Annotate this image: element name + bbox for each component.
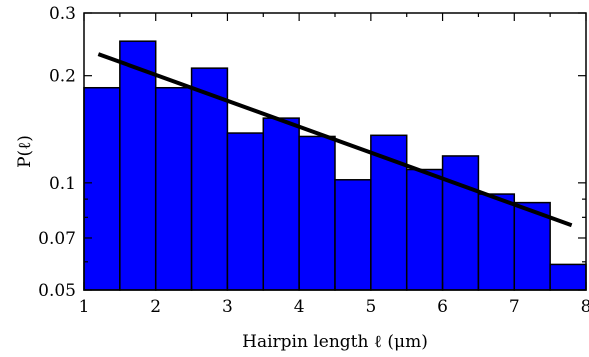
histogram-bars — [83, 40, 587, 291]
fit-line — [97, 52, 573, 228]
bar-4 — [190, 67, 229, 291]
bar-8 — [334, 179, 372, 291]
y-tick-label: 0.05 — [38, 281, 76, 301]
bar-5 — [226, 132, 265, 291]
x-tick-label: 4 — [294, 297, 305, 317]
x-tick-label: 8 — [581, 297, 589, 317]
x-tick-label: 7 — [509, 297, 520, 317]
bar-11 — [441, 155, 480, 291]
y-axis-label: P(ℓ) — [15, 135, 35, 168]
x-axis-label: Hairpin length ℓ (μm) — [242, 332, 428, 352]
x-tick-label: 5 — [365, 297, 376, 317]
tick-labels: 1 2 3 4 5 6 7 8 0.05 0.07 0.1 0.2 0.3 — [38, 4, 589, 317]
bar-2 — [119, 40, 157, 291]
bar-1 — [83, 86, 121, 291]
bar-10 — [405, 168, 444, 291]
x-tick-label: 1 — [79, 297, 90, 317]
y-tick-label: 0.07 — [38, 229, 76, 249]
bar-12 — [477, 193, 516, 291]
bar-14 — [549, 263, 587, 291]
y-tick-label: 0.3 — [49, 4, 76, 24]
x-tick-label: 6 — [437, 297, 448, 317]
axis-ticks — [83, 12, 587, 291]
y-tick-label: 0.2 — [49, 67, 76, 87]
x-tick-label: 3 — [222, 297, 233, 317]
bar-6 — [262, 117, 300, 291]
bar-3 — [154, 86, 193, 291]
bar-7 — [298, 135, 336, 291]
x-tick-label: 2 — [150, 297, 161, 317]
y-tick-label: 0.1 — [49, 174, 76, 194]
